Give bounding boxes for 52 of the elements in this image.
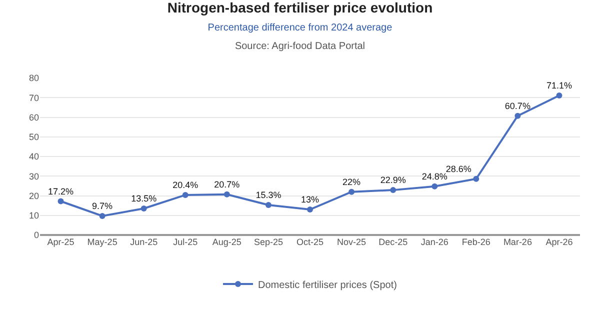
y-tick-label: 80 xyxy=(28,73,39,84)
x-tick-label: Sep-25 xyxy=(254,237,283,247)
x-tick-label: Jul-25 xyxy=(173,237,198,247)
y-tick-label: 60 xyxy=(28,112,39,122)
point xyxy=(182,192,188,198)
data-label: 13% xyxy=(300,194,320,204)
x-tick-label: Nov-25 xyxy=(337,237,366,247)
y-tick-label: 10 xyxy=(28,210,39,221)
data-label: 60.7% xyxy=(504,100,530,111)
x-tick-label: May-25 xyxy=(87,237,118,247)
data-label: 22.9% xyxy=(380,175,406,186)
y-tick-label: 50 xyxy=(28,132,39,142)
point xyxy=(224,191,230,198)
data-label: 17.2% xyxy=(48,186,74,196)
x-tick-label: Apr-25 xyxy=(47,237,74,247)
data-label: 20.4% xyxy=(172,180,198,190)
point xyxy=(556,92,562,98)
x-tick-label: Apr-26 xyxy=(546,237,573,247)
y-tick-label: 40 xyxy=(28,152,39,162)
y-tick-label: 0 xyxy=(34,230,39,240)
data-label: 9.7% xyxy=(92,200,113,211)
point xyxy=(348,188,355,195)
data-label: 15.3% xyxy=(256,190,282,200)
data-label: 20.7% xyxy=(214,179,240,190)
point xyxy=(390,187,396,194)
x-tick-label: Jan-26 xyxy=(420,237,448,247)
data-label: 24.8% xyxy=(422,171,448,182)
legend-label: Domestic fertiliser prices (Spot) xyxy=(258,280,397,291)
point xyxy=(58,198,64,204)
x-tick-label: Aug-25 xyxy=(212,237,242,247)
y-tick-label: 20 xyxy=(28,190,39,201)
x-tick-label: Dec-25 xyxy=(378,237,408,247)
x-tick-label: Feb-26 xyxy=(462,237,490,247)
point xyxy=(473,176,480,182)
data-label: 28.6% xyxy=(446,164,472,174)
point xyxy=(514,112,521,119)
point xyxy=(99,212,106,219)
x-tick-label: Oct-25 xyxy=(296,237,324,247)
data-label: 71.1% xyxy=(546,80,572,90)
source-note: Source: Agri-food Data Portal xyxy=(234,40,366,52)
y-tick-label: 70 xyxy=(28,92,39,103)
x-tick-label: Jun-25 xyxy=(130,237,158,247)
point xyxy=(307,206,313,212)
data-label: 13.5% xyxy=(131,194,157,204)
point xyxy=(265,202,272,208)
x-tick-label: Mar-26 xyxy=(503,237,532,247)
chart-subtitle: Percentage difference from 2024 average xyxy=(208,22,393,34)
point xyxy=(140,206,147,212)
chart-title: Nitrogen-based fertiliser price evolution xyxy=(167,0,433,16)
point xyxy=(432,183,438,190)
data-label: 22% xyxy=(342,176,361,187)
y-tick-label: 30 xyxy=(28,171,39,182)
